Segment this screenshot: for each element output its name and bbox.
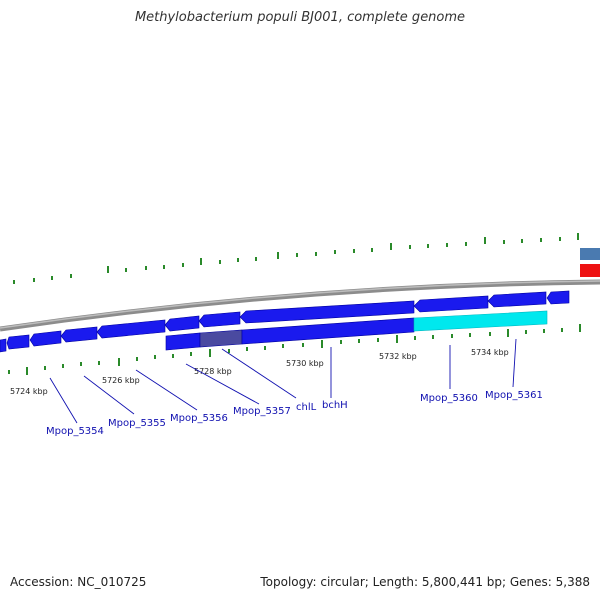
outer-minor-ticks (13, 237, 561, 284)
inner-tick-ring (8, 324, 581, 375)
red-feature (580, 264, 600, 277)
scale-label: 5728 kbp (194, 367, 232, 376)
gene-bar[interactable] (241, 317, 415, 345)
gene-arrow[interactable] (29, 330, 62, 347)
gene-label[interactable]: bchH (322, 400, 348, 411)
genome-backbone (0, 279, 600, 332)
gene-label[interactable]: Mpop_5360 (420, 393, 478, 404)
reverse-strand (165, 310, 548, 351)
gene-arrow[interactable] (239, 300, 415, 324)
gene-arrow[interactable] (413, 295, 489, 313)
gene-label[interactable]: Mpop_5357 (233, 406, 291, 417)
outer-tick-ring (13, 233, 579, 284)
gene-label[interactable]: Mpop_5361 (485, 390, 543, 401)
outer-major-ticks (107, 233, 579, 273)
gene-bar-highlighted[interactable] (413, 310, 548, 332)
gene-arrow[interactable] (487, 291, 547, 308)
gene-labels: Mpop_5354 Mpop_5355 Mpop_5356 Mpop_5357 … (46, 390, 543, 437)
gene-bar-selected[interactable] (199, 329, 243, 348)
scale-labels: 5724 kbp 5726 kbp 5728 kbp 5730 kbp 5732… (10, 348, 509, 396)
gene-arrow[interactable] (6, 334, 30, 350)
scale-label: 5730 kbp (286, 359, 324, 368)
inner-major-ticks (26, 324, 581, 375)
scale-label: 5732 kbp (379, 352, 417, 361)
gene-bar[interactable] (165, 332, 201, 351)
gene-arrow[interactable] (546, 290, 570, 305)
gene-arrow[interactable] (96, 319, 166, 339)
gene-label[interactable]: Mpop_5354 (46, 426, 104, 437)
steel-feature (580, 248, 600, 260)
inner-minor-ticks (8, 328, 563, 374)
forward-strand (0, 290, 570, 353)
gene-label[interactable]: Mpop_5356 (170, 413, 228, 424)
gene-arrow[interactable] (198, 311, 241, 328)
genome-summary: Topology: circular; Length: 5,800,441 bp… (260, 575, 590, 589)
gene-arrow[interactable] (164, 315, 200, 332)
gene-label[interactable]: chlL (296, 402, 317, 413)
gene-arrow[interactable] (0, 338, 7, 353)
backbone-highlight (0, 280, 600, 329)
callout-lines (49, 338, 517, 424)
scale-label: 5724 kbp (10, 387, 48, 396)
gene-arrow[interactable] (60, 326, 98, 343)
scale-label: 5734 kbp (471, 348, 509, 357)
gene-label[interactable]: Mpop_5355 (108, 418, 166, 429)
map-title: Methylobacterium populi BJ001, complete … (134, 10, 466, 25)
scale-label: 5726 kbp (102, 376, 140, 385)
accession-text: Accession: NC_010725 (10, 575, 147, 589)
edge-features (580, 248, 600, 277)
